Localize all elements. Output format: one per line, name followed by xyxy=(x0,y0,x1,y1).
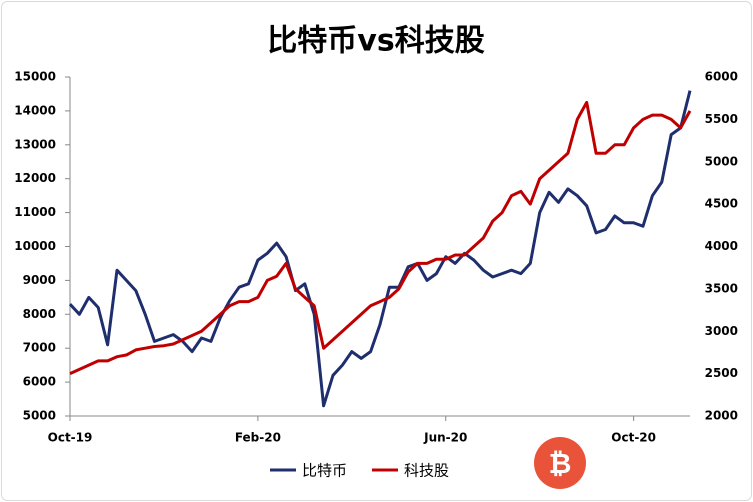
y-tick-label: 15000 xyxy=(14,70,56,84)
y2-tick-label: 3500 xyxy=(705,281,738,295)
y-tick-label: 13000 xyxy=(14,137,56,151)
y2-tick-label: 4000 xyxy=(705,239,738,253)
y-tick-label: 12000 xyxy=(14,171,56,185)
y2-tick-label: 3000 xyxy=(705,324,738,338)
svg-text:₿: ₿ xyxy=(549,447,572,480)
chart-title: 比特币vs科技股 xyxy=(267,24,484,59)
y2-tick-label: 2000 xyxy=(705,409,738,423)
series-line xyxy=(69,100,692,375)
y2-tick-label: 5500 xyxy=(705,112,738,126)
y2-tick-label: 5000 xyxy=(705,154,738,168)
y-tick-label: 7000 xyxy=(23,341,56,355)
watermark: ₿ xyxy=(534,437,586,489)
y-tick-label: 11000 xyxy=(14,205,56,219)
x-tick-label: Oct-19 xyxy=(48,431,93,445)
legend-label: 比特币 xyxy=(302,462,347,480)
legend-label: 科技股 xyxy=(404,462,449,480)
y-tick-label: 10000 xyxy=(14,239,56,253)
y2-tick-label: 4500 xyxy=(705,197,738,211)
series-line xyxy=(68,90,692,408)
y2-tick-label: 2500 xyxy=(705,366,738,380)
y-tick-label: 9000 xyxy=(23,273,56,287)
y-tick-label: 8000 xyxy=(23,307,56,321)
y-tick-label: 6000 xyxy=(23,375,56,389)
y-tick-label: 5000 xyxy=(23,409,56,423)
x-tick-label: Oct-20 xyxy=(611,431,656,445)
x-tick-label: Jun-20 xyxy=(423,431,467,445)
y-tick-label: 14000 xyxy=(14,103,56,117)
y2-tick-label: 6000 xyxy=(705,70,738,84)
x-tick-label: Feb-20 xyxy=(235,431,281,445)
